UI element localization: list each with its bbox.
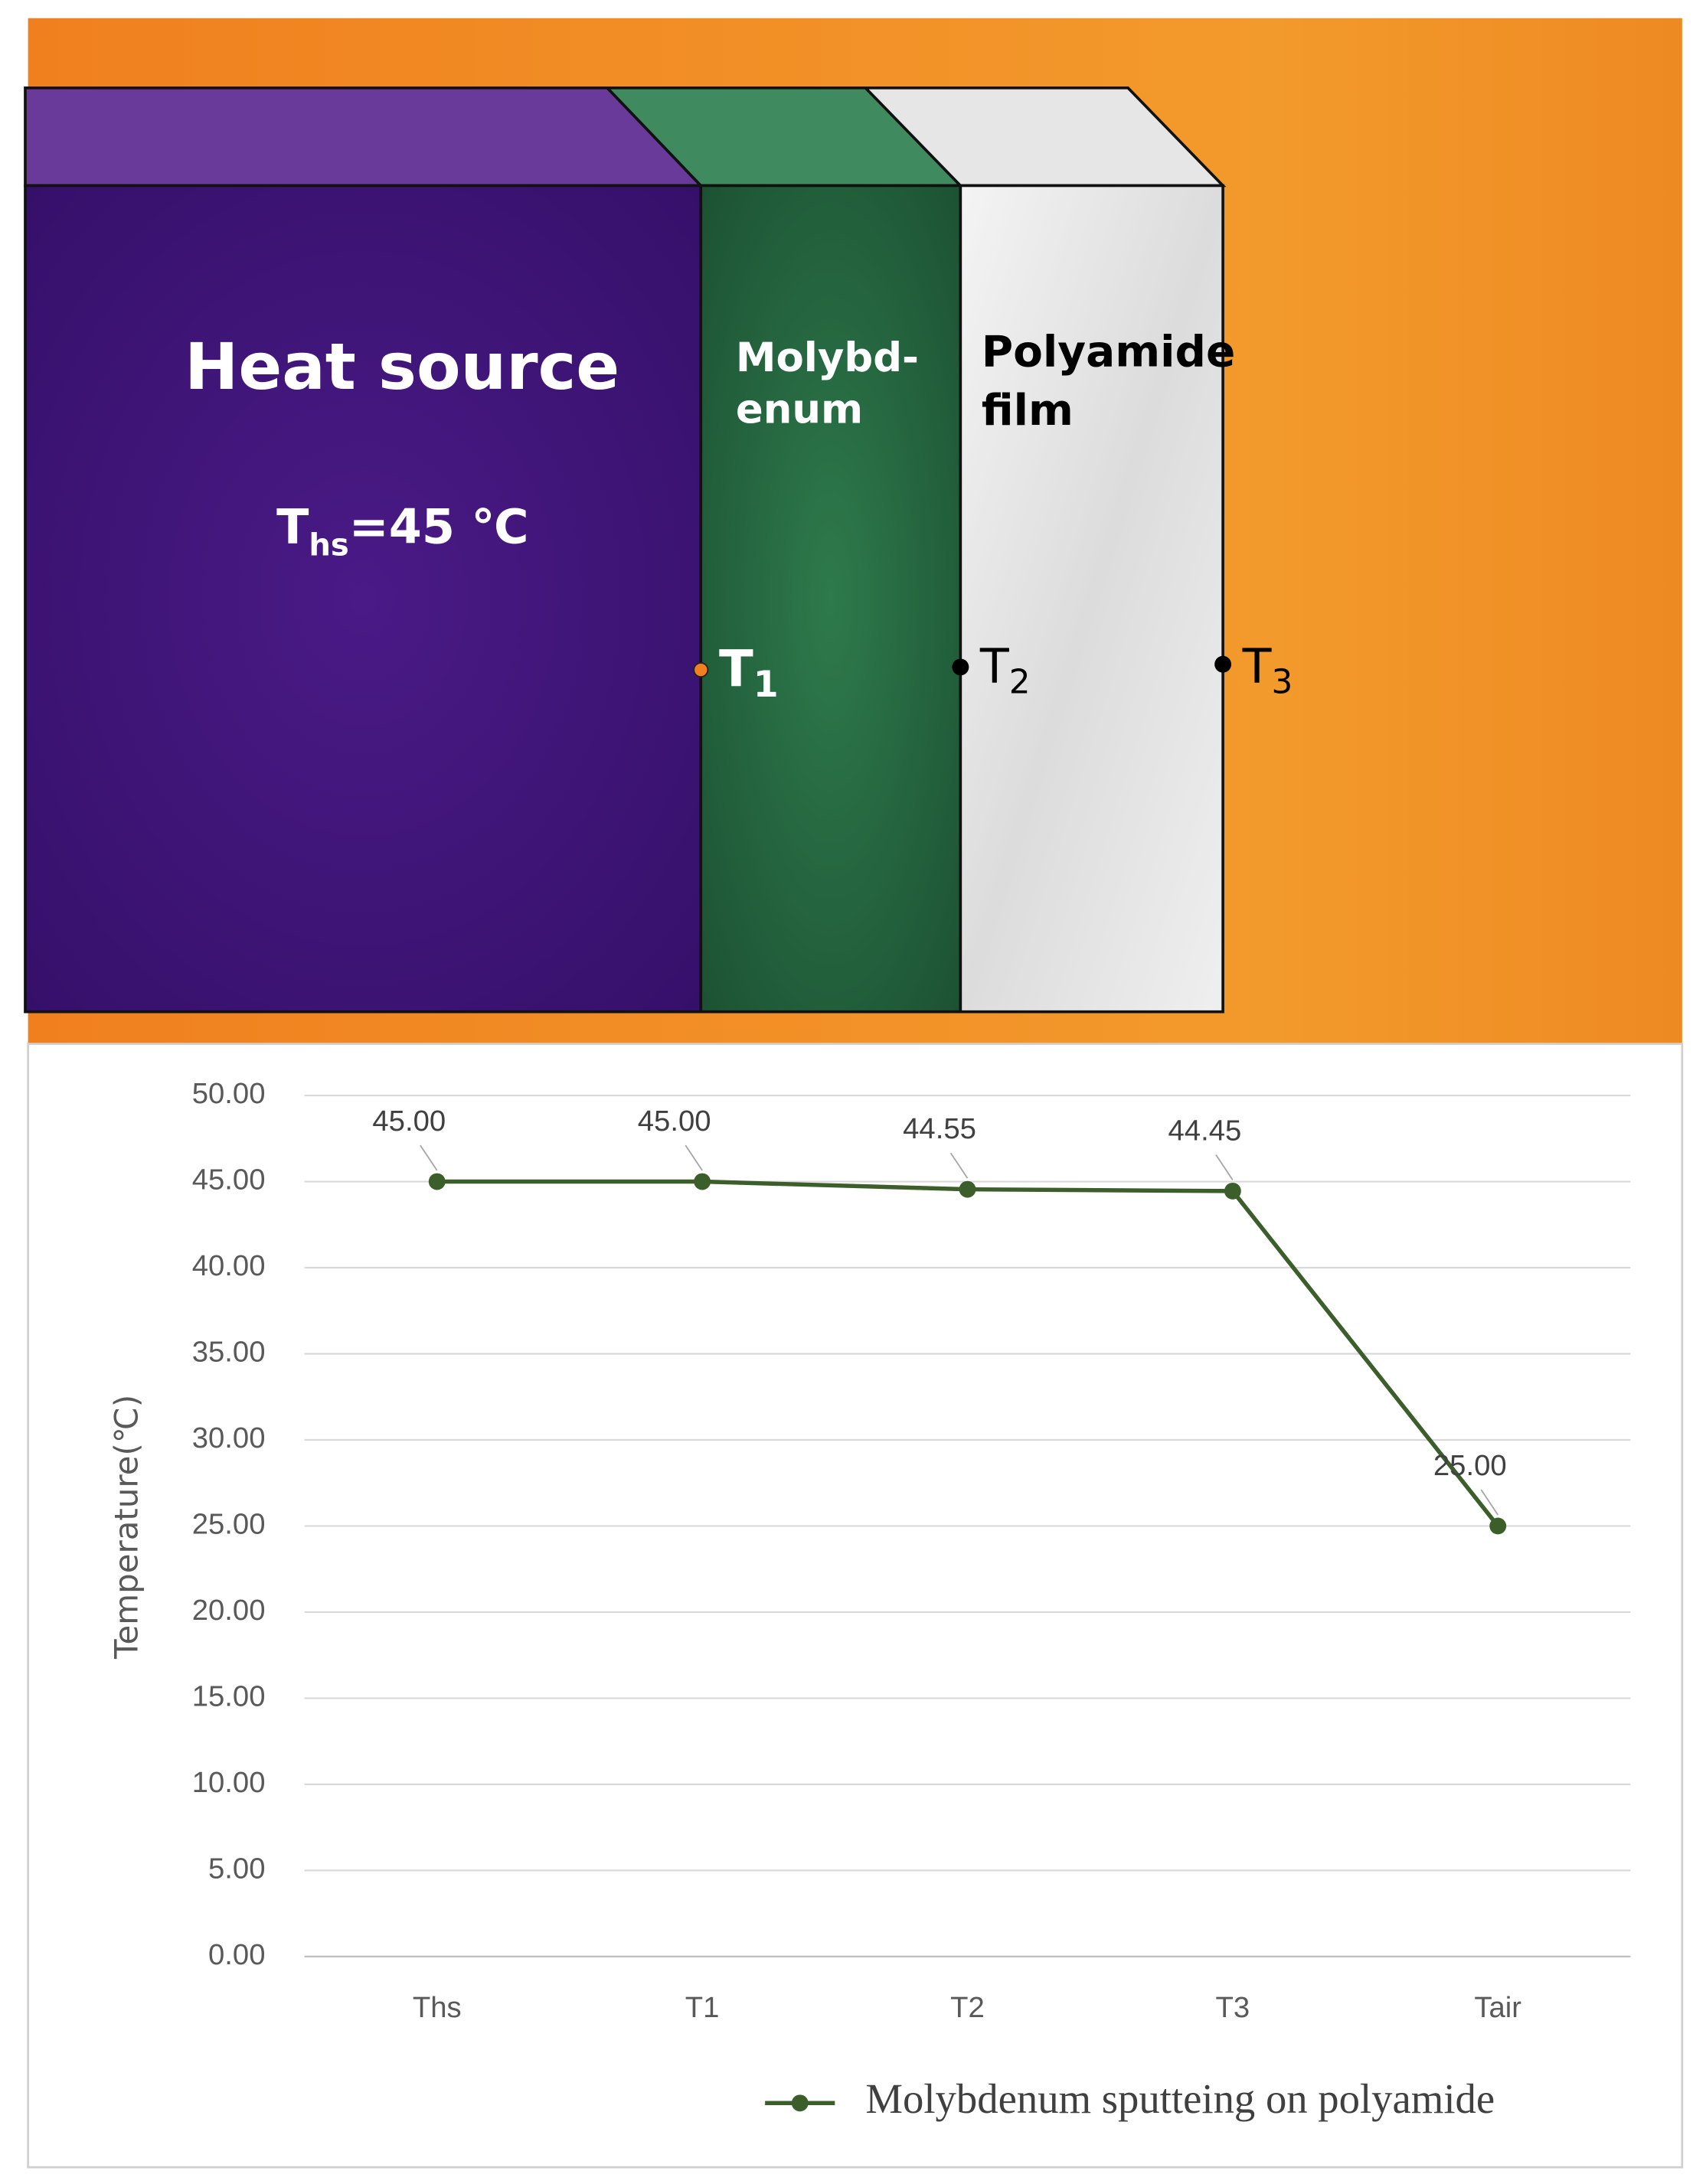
y-tick-label: 0.00 [208, 1938, 265, 1971]
point-label: T1 [719, 641, 779, 706]
heat-source-label: Heat source [185, 329, 619, 404]
label-leader [420, 1144, 438, 1171]
x-tick-label: Tair [1474, 1991, 1521, 2024]
point-label: T2 [979, 638, 1031, 701]
y-tick-label: 40.00 [192, 1249, 266, 1282]
x-tick-label: T2 [950, 1991, 985, 2024]
heat-source-top [24, 87, 704, 188]
label-leader [1480, 1489, 1498, 1516]
data-point [1224, 1182, 1241, 1200]
chart-panel [27, 1043, 1684, 2169]
x-tick-label: Ths [413, 1991, 462, 2024]
data-point [428, 1173, 446, 1190]
point-marker [952, 658, 969, 676]
data-label: 44.55 [903, 1112, 976, 1145]
heat-source-block [24, 184, 703, 1014]
x-tick-label: T3 [1216, 1991, 1250, 2024]
y-tick-label: 20.00 [192, 1594, 266, 1627]
molybdenum-label: enum [736, 386, 863, 433]
y-axis-label: Temperature(℃) [107, 1395, 145, 1660]
plot: 0.00 5.00 10.00 15.00 20.00 25.00 30.00 35.00 40… [192, 1077, 1631, 2122]
point-label: T3 [1242, 638, 1293, 701]
point-marker [1214, 655, 1232, 673]
label-leader [949, 1152, 969, 1179]
y-tick-label: 50.00 [192, 1077, 266, 1110]
data-label: 44.45 [1168, 1114, 1242, 1147]
ths-label: Ths=45 ℃ [276, 499, 528, 563]
legend-marker [791, 2094, 809, 2112]
data-point [959, 1180, 976, 1198]
data-point [694, 1173, 711, 1190]
y-tick-label: 10.00 [192, 1766, 266, 1799]
data-label: 25.00 [1433, 1449, 1507, 1482]
y-tick-label: 25.00 [192, 1508, 266, 1541]
x-tick-label: T1 [685, 1991, 720, 2024]
molybdenum-label: Molybd- [736, 335, 919, 381]
y-tick-label: 5.00 [208, 1852, 265, 1885]
polyamide-label: Polyamide [982, 328, 1236, 377]
legend-label: Molybdenum sputteing on polyamide [865, 2075, 1495, 2122]
y-tick-label: 45.00 [192, 1164, 266, 1196]
polyamide-label: film [982, 386, 1074, 436]
point-marker [693, 662, 709, 678]
data-label: 45.00 [638, 1105, 711, 1138]
molybdenum-block [699, 184, 962, 1014]
label-leader [685, 1144, 703, 1171]
data-label: 45.00 [372, 1105, 446, 1138]
polyamide-block [959, 184, 1224, 1014]
y-tick-label: 30.00 [192, 1422, 266, 1454]
data-point [1489, 1517, 1507, 1535]
y-tick-label: 15.00 [192, 1680, 266, 1713]
label-leader [1215, 1154, 1234, 1180]
y-tick-label: 35.00 [192, 1336, 266, 1369]
